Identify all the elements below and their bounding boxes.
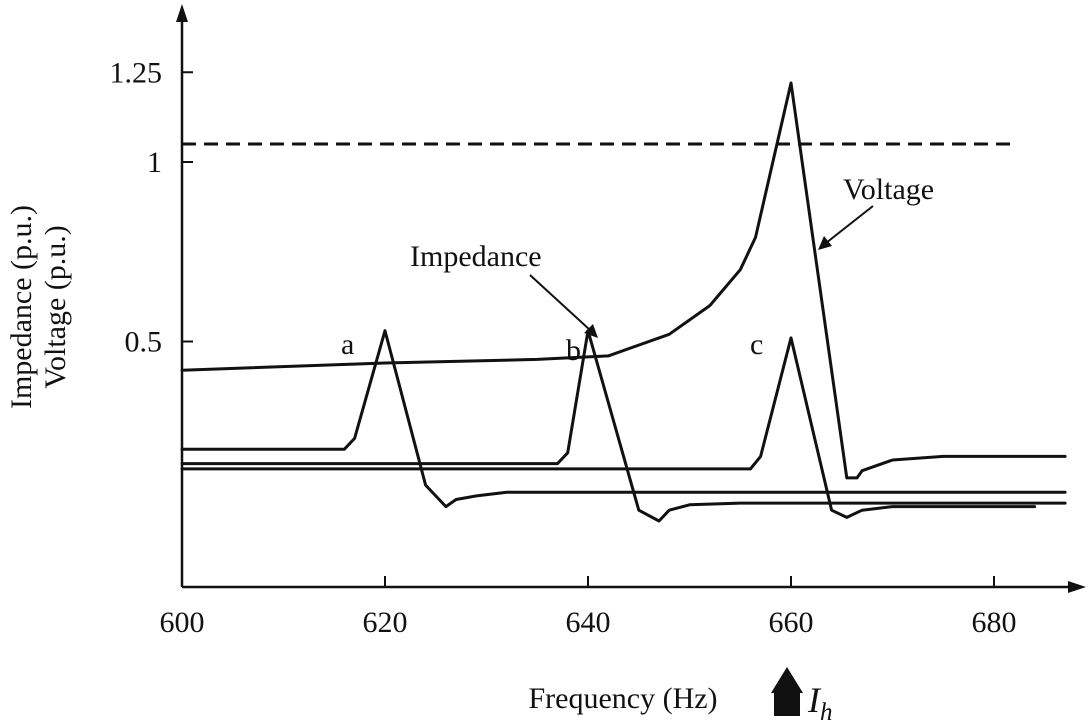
y-axis-label-voltage: Voltage (p.u.) [39, 225, 72, 389]
curves [180, 81, 1067, 523]
curve-b [180, 329, 1067, 523]
y-axis-label-impedance: Impedance (p.u.) [5, 205, 38, 409]
current-injection-arrow-icon [771, 667, 803, 716]
peak-label-a: a [341, 328, 354, 361]
peak-label-c: c [750, 328, 763, 361]
y-tick-label-1.25: 1.25 [110, 56, 163, 89]
x-tick-label-660: 660 [769, 606, 814, 639]
curve-a [180, 329, 1067, 509]
voltage-annotation-arrow [825, 205, 874, 244]
impedance-annotation-arrow [529, 274, 591, 331]
peak-label-b: b [566, 334, 581, 367]
y-axis-arrowhead [176, 4, 188, 22]
voltage-annotation: Voltage [843, 173, 934, 206]
ticks: 600 620 640 660 680 0.5 1 1.25 [110, 56, 1017, 639]
annotations: Voltage Impedance a b c Ih [341, 173, 934, 721]
axis-labels: Frequency (Hz) Impedance (p.u.) Voltage … [5, 205, 718, 715]
y-tick-label-0.5: 0.5 [125, 326, 163, 359]
x-tick-label-680: 680 [972, 606, 1017, 639]
voltage-annotation-arrowhead [818, 236, 832, 250]
x-tick-label-620: 620 [363, 606, 408, 639]
x-tick-label-640: 640 [566, 606, 611, 639]
x-axis-label: Frequency (Hz) [528, 682, 717, 715]
current-label-main: I [807, 680, 822, 720]
x-axis-arrowhead [1068, 581, 1086, 593]
curve-voltage [180, 81, 1067, 480]
current-label-subscript: h [820, 699, 833, 721]
impedance-annotation-arrowhead [584, 324, 598, 338]
y-tick-label-1: 1 [147, 146, 162, 179]
x-tick-label-600: 600 [160, 606, 205, 639]
impedance-annotation: Impedance [410, 240, 542, 273]
axes [176, 4, 1086, 593]
curve-c [180, 336, 1037, 519]
current-label: Ih [807, 680, 833, 721]
